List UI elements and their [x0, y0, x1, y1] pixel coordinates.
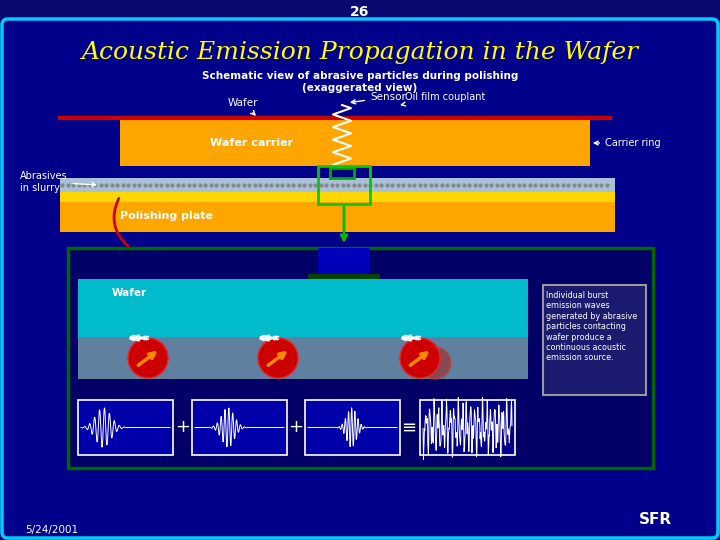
- Circle shape: [419, 347, 451, 379]
- Bar: [420, 400, 515, 455]
- Text: Schematic view of abrasive particles during polishing
(exaggerated view): Schematic view of abrasive particles dur…: [202, 71, 518, 93]
- Bar: [330, 168, 354, 178]
- Bar: [308, 274, 380, 279]
- Text: Wafer carrier: Wafer carrier: [210, 138, 293, 148]
- Text: Acoustic Emission Propagation in the Wafer: Acoustic Emission Propagation in the Waf…: [81, 40, 639, 64]
- Text: +: +: [289, 418, 304, 436]
- Bar: [60, 202, 615, 232]
- Bar: [318, 248, 370, 274]
- Bar: [305, 400, 400, 455]
- Text: Wafer: Wafer: [112, 288, 147, 298]
- Bar: [78, 400, 173, 455]
- Bar: [60, 178, 615, 192]
- Bar: [78, 337, 528, 379]
- Text: Polishing plate: Polishing plate: [120, 211, 213, 221]
- Bar: [68, 248, 653, 468]
- Circle shape: [258, 338, 298, 378]
- FancyBboxPatch shape: [2, 19, 718, 538]
- Text: ≡: ≡: [402, 418, 417, 436]
- Text: 26: 26: [351, 5, 369, 19]
- Text: Individual burst
emission waves
generated by abrasive
particles contacting
wafer: Individual burst emission waves generate…: [546, 291, 637, 362]
- Bar: [543, 285, 646, 395]
- Bar: [192, 400, 287, 455]
- Bar: [120, 118, 590, 166]
- Text: 5/24/2001: 5/24/2001: [25, 525, 78, 535]
- Bar: [318, 166, 370, 204]
- Text: Carrier ring: Carrier ring: [594, 138, 661, 148]
- Bar: [78, 279, 528, 337]
- Text: Sensor: Sensor: [351, 92, 406, 104]
- Text: Abrasives
in slurry: Abrasives in slurry: [20, 171, 96, 193]
- Text: SFR: SFR: [639, 512, 672, 528]
- Bar: [60, 192, 615, 202]
- Text: Wafer: Wafer: [228, 98, 258, 115]
- Circle shape: [400, 338, 440, 378]
- Text: Oil film couplant: Oil film couplant: [402, 92, 485, 106]
- Circle shape: [128, 338, 168, 378]
- Text: +: +: [176, 418, 191, 436]
